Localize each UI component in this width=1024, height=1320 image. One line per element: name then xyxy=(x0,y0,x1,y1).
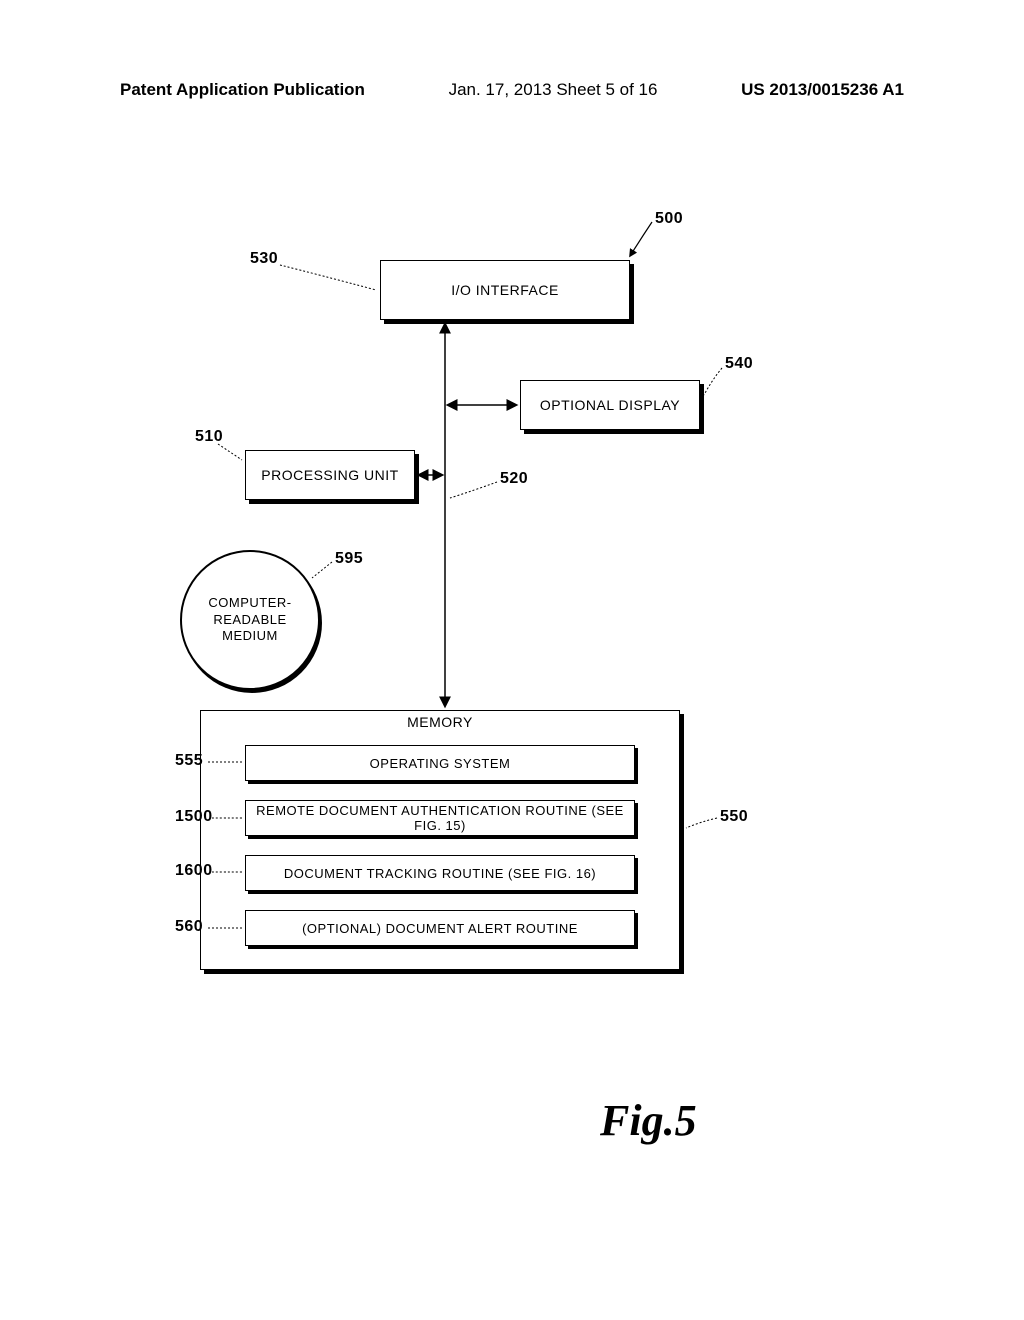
page-header: Patent Application Publication Jan. 17, … xyxy=(0,80,1024,100)
ref-540: 540 xyxy=(725,355,753,373)
memory-title: MEMORY xyxy=(201,711,679,733)
ref-560: 560 xyxy=(175,918,203,936)
ref-500: 500 xyxy=(655,210,683,228)
io-interface-block: I/O INTERFACE xyxy=(380,260,630,320)
header-mid: Jan. 17, 2013 Sheet 5 of 16 xyxy=(449,80,658,100)
header-left: Patent Application Publication xyxy=(120,80,365,100)
track-routine-block: DOCUMENT TRACKING ROUTINE (SEE FIG. 16) xyxy=(245,855,635,891)
ref-510: 510 xyxy=(195,428,223,446)
ref-550: 550 xyxy=(720,808,748,826)
optional-display-block: OPTIONAL DISPLAY xyxy=(520,380,700,430)
header-right: US 2013/0015236 A1 xyxy=(741,80,904,100)
io-interface-text: I/O INTERFACE xyxy=(451,282,559,298)
optional-display-text: OPTIONAL DISPLAY xyxy=(540,397,680,413)
ref-595: 595 xyxy=(335,550,363,568)
processing-unit-block: PROCESSING UNIT xyxy=(245,450,415,500)
ref-1500: 1500 xyxy=(175,808,213,826)
alert-routine-text: (OPTIONAL) DOCUMENT ALERT ROUTINE xyxy=(302,921,578,936)
alert-routine-block: (OPTIONAL) DOCUMENT ALERT ROUTINE xyxy=(245,910,635,946)
auth-routine-text: REMOTE DOCUMENT AUTHENTICATION ROUTINE (… xyxy=(246,803,634,833)
track-routine-text: DOCUMENT TRACKING ROUTINE (SEE FIG. 16) xyxy=(284,866,596,881)
figure-label: Fig.5 xyxy=(600,1095,697,1146)
medium-text: COMPUTER-READABLE MEDIUM xyxy=(188,595,312,646)
auth-routine-block: REMOTE DOCUMENT AUTHENTICATION ROUTINE (… xyxy=(245,800,635,836)
os-block: OPERATING SYSTEM xyxy=(245,745,635,781)
processing-unit-text: PROCESSING UNIT xyxy=(261,467,398,483)
diagram: I/O INTERFACE OPTIONAL DISPLAY PROCESSIN… xyxy=(0,200,1024,1100)
medium-circle: COMPUTER-READABLE MEDIUM xyxy=(180,550,320,690)
ref-555: 555 xyxy=(175,752,203,770)
os-text: OPERATING SYSTEM xyxy=(370,756,511,771)
ref-520: 520 xyxy=(500,470,528,488)
ref-1600: 1600 xyxy=(175,862,213,880)
ref-530: 530 xyxy=(250,250,278,268)
